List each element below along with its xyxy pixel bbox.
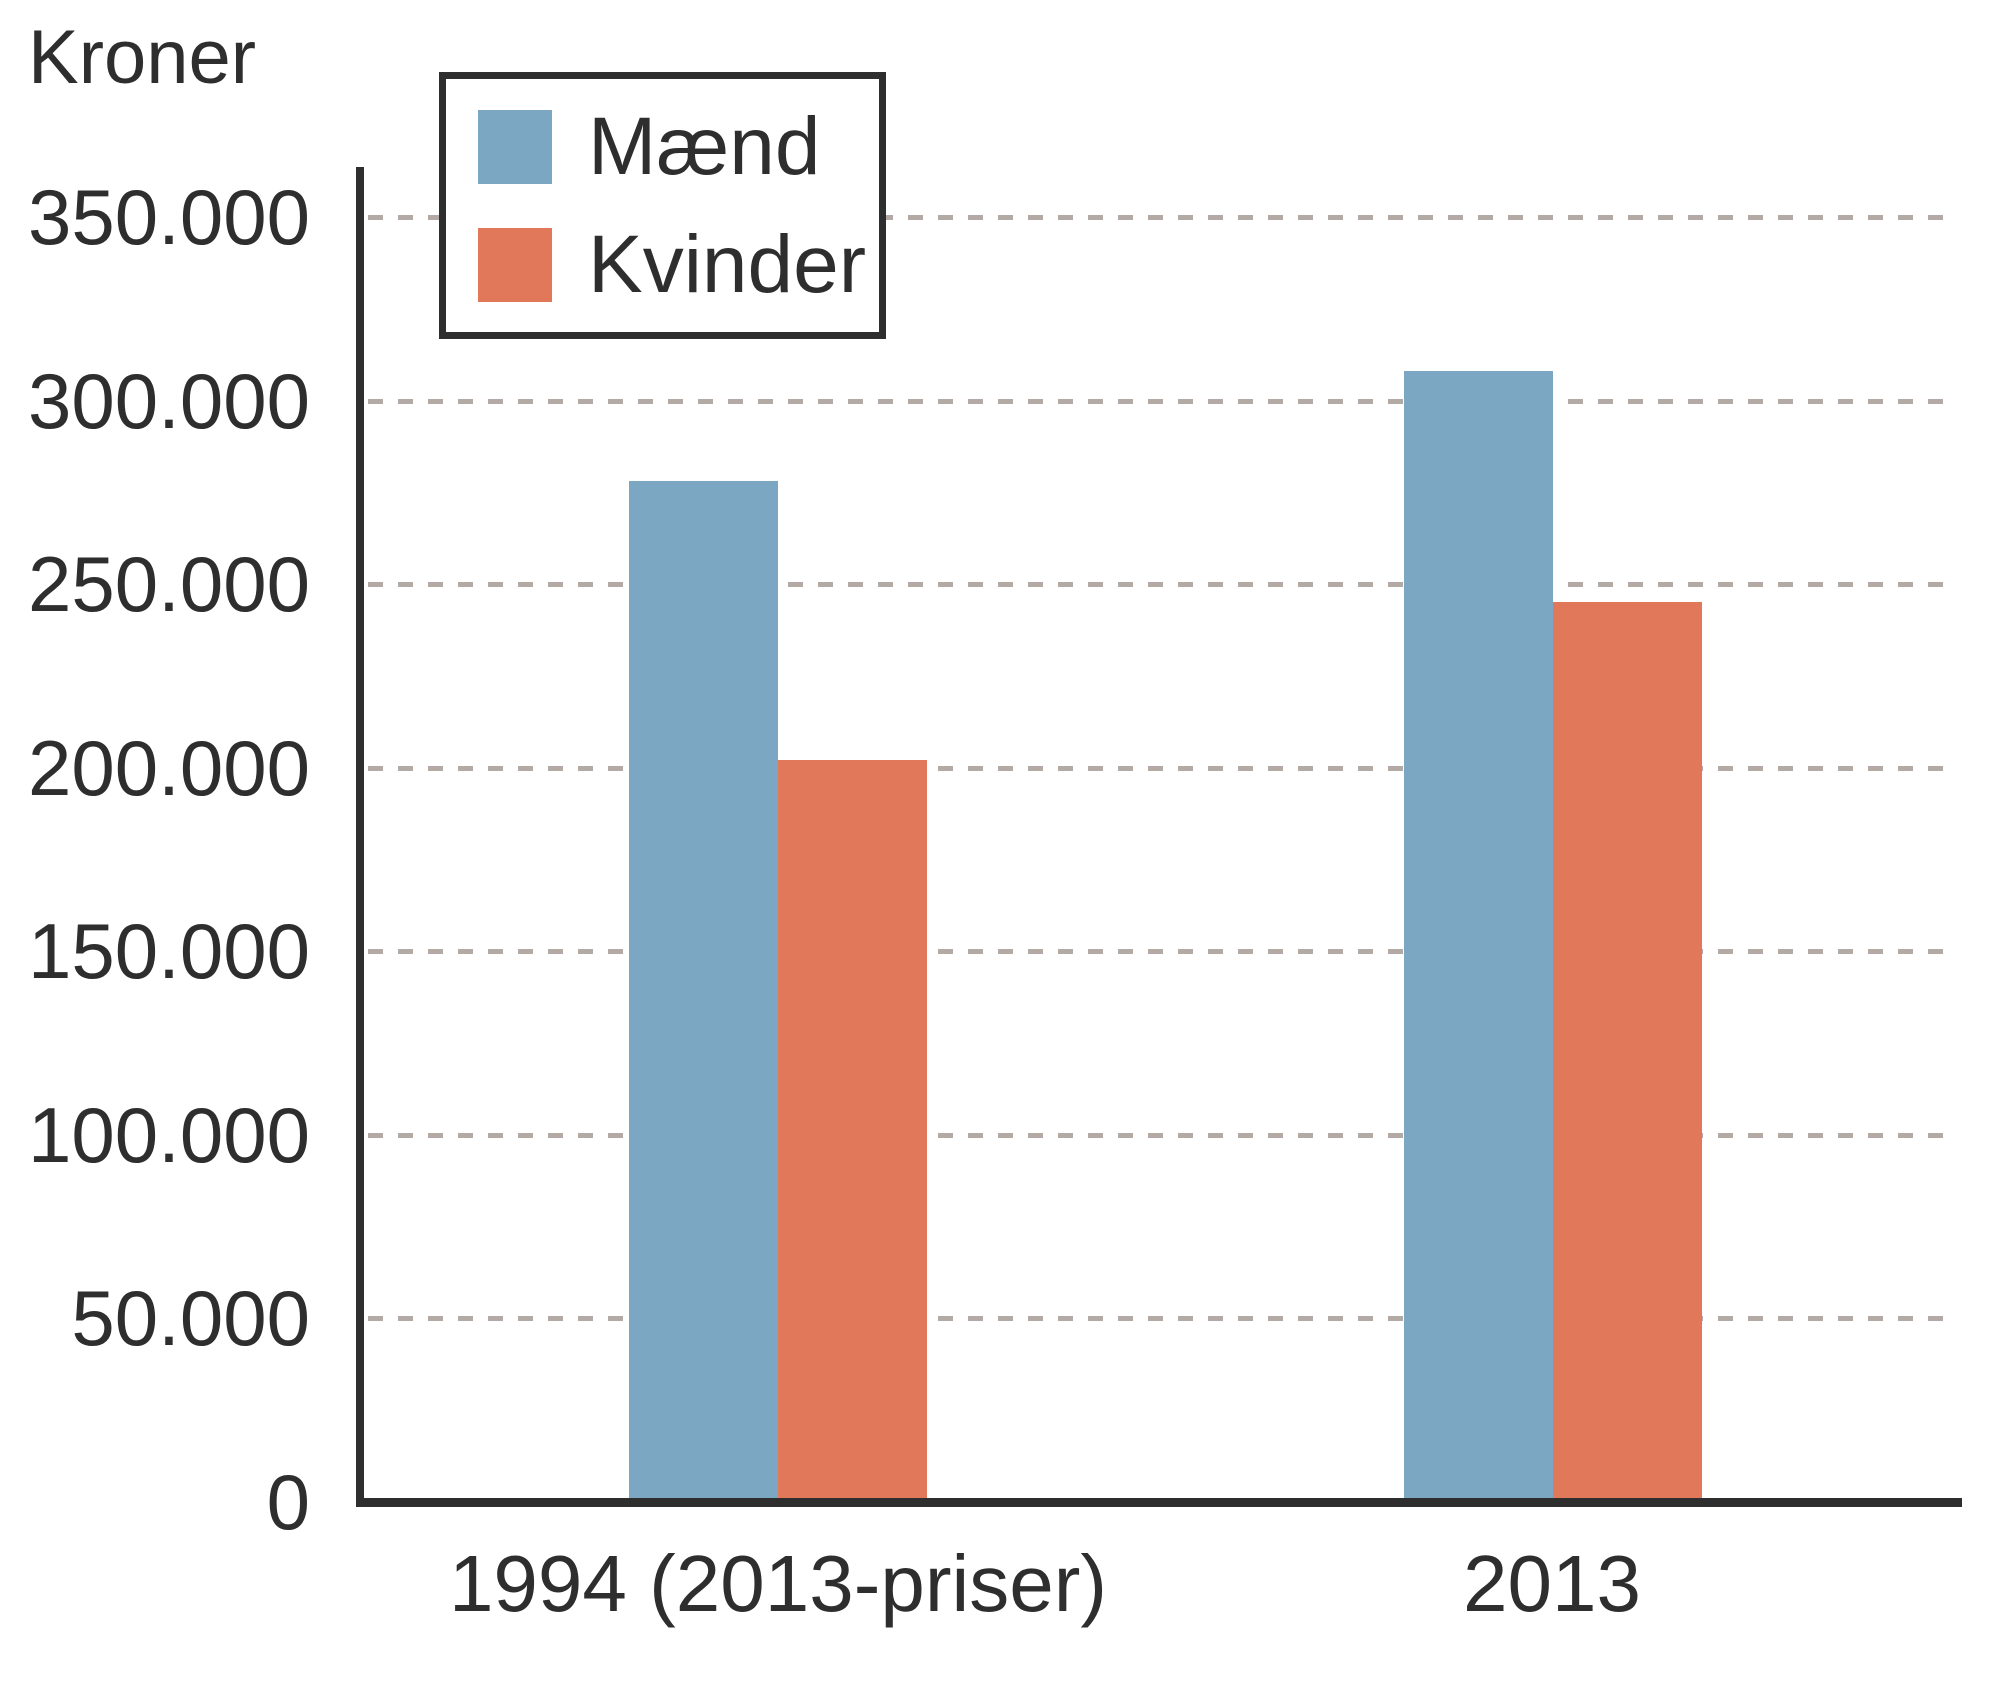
y-tick-label-100000: 100.000	[28, 1091, 310, 1179]
y-tick-label-50000: 50.000	[71, 1274, 310, 1362]
x-tick-label-1994: 1994 (2013-priser)	[448, 1539, 1108, 1628]
y-axis-title: Kroner	[28, 15, 257, 100]
x-axis-line	[356, 1498, 1962, 1507]
y-tick-label-250000: 250.000	[28, 540, 310, 628]
y-tick-label-350000: 350.000	[28, 173, 310, 261]
y-tick-label-0: 0	[266, 1458, 310, 1546]
y-axis-line	[356, 167, 364, 1506]
legend-item-maend: Mænd	[478, 100, 879, 192]
legend-label-maend: Mænd	[588, 100, 821, 192]
gridline-150000	[368, 949, 1950, 954]
legend: Mænd Kvinder	[439, 72, 886, 339]
bar-maend-1994	[629, 481, 778, 1498]
legend-label-kvinder: Kvinder	[588, 218, 867, 310]
gridline-250000	[368, 582, 1950, 587]
bar-maend-2013	[1404, 371, 1553, 1498]
y-tick-label-200000: 200.000	[28, 724, 310, 812]
x-tick-label-2013: 2013	[1463, 1539, 1641, 1628]
gridline-200000	[368, 766, 1950, 771]
legend-swatch-kvinder-icon	[478, 227, 552, 302]
gridline-300000	[368, 399, 1950, 404]
y-tick-label-300000: 300.000	[28, 357, 310, 445]
bar-kvinder-1994	[778, 760, 927, 1498]
gridline-350000	[368, 215, 1950, 220]
bar-kvinder-2013	[1553, 602, 1702, 1498]
gridline-100000	[368, 1133, 1950, 1138]
gridline-50000	[368, 1316, 1950, 1321]
legend-swatch-maend-icon	[478, 109, 552, 184]
y-tick-label-150000: 150.000	[28, 907, 310, 995]
legend-item-kvinder: Kvinder	[478, 218, 879, 310]
